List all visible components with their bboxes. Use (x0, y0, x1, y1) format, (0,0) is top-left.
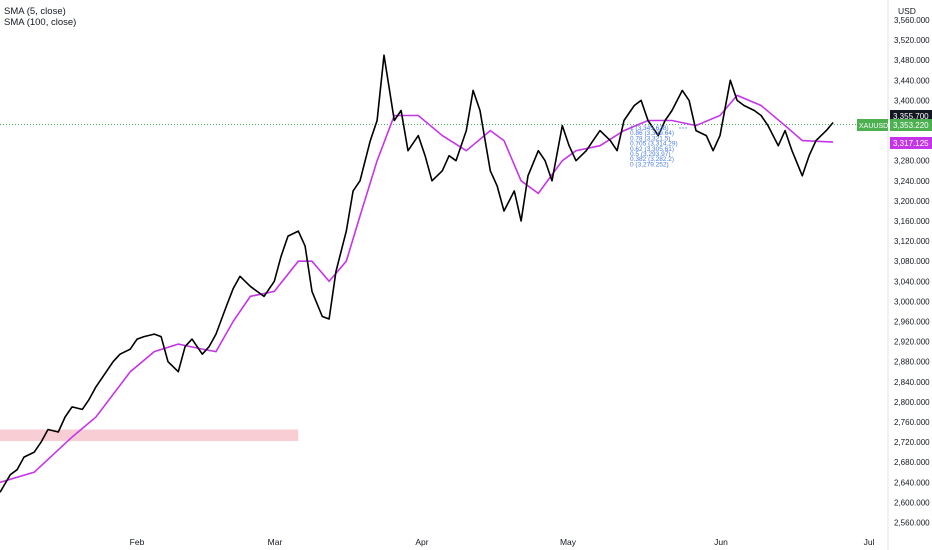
x-axis-tick-label: Jul (864, 537, 875, 547)
legend-sma5[interactable]: SMA (5, close) (4, 6, 66, 17)
symbol-price-tag: 3,353.220 (893, 121, 929, 130)
y-axis-tick-label: 2,680.000 (894, 458, 930, 467)
demand-zone[interactable] (0, 429, 299, 442)
fib-level-label: 0.62 (3,305.61) (630, 146, 674, 153)
y-axis-tick-label: 3,080.000 (894, 257, 930, 266)
y-axis-tick-label: 3,560.000 (894, 16, 930, 25)
y-axis-tick-label: 2,760.000 (894, 418, 930, 427)
y-axis-tick-label: 2,640.000 (894, 478, 930, 487)
x-axis-tick-label: Apr (415, 537, 428, 547)
fib-level-label: 1 (3,345.628) (630, 125, 669, 132)
y-axis-tick-label: 2,920.000 (894, 338, 930, 347)
x-axis-tick-label: Feb (130, 537, 145, 547)
fib-level-label: 0.78 (3,321.5) (630, 135, 670, 142)
y-axis-tick-label: 3,440.000 (894, 76, 930, 85)
y-axis-tick-label: 3,120.000 (894, 237, 930, 246)
y-axis-tick-label: 3,000.000 (894, 297, 930, 306)
y-axis-tick-label: 2,880.000 (894, 358, 930, 367)
y-axis-tick-label: 3,160.000 (894, 217, 930, 226)
fib-level-label: 0.705 (3,314.29) (630, 141, 678, 148)
y-axis-tick-label: 3,240.000 (894, 177, 930, 186)
indicator-legend: SMA (5, close) SMA (100, close) (4, 6, 76, 28)
y-axis-tick-label: 3,280.000 (894, 157, 930, 166)
y-axis-tick-label: 3,400.000 (894, 96, 930, 105)
fib-level-label: 0.5 (3,293.97) (630, 151, 670, 158)
currency-label: USD (898, 6, 916, 16)
price-line[interactable] (0, 54, 834, 493)
x-axis-tick-label: May (560, 537, 577, 547)
fib-level-label: 0.382 (3,282.2) (630, 156, 674, 163)
y-axis-tick-label: 2,600.000 (894, 498, 930, 507)
fib-level-label: 0 (3,279.252) (630, 161, 669, 168)
last-price-tag: 3,355.700 (893, 112, 929, 121)
symbol-tag: XAUUSD (859, 123, 888, 130)
fib-level-label: 0.86 (3,329.64) (630, 130, 674, 137)
y-axis-tick-label: 3,520.000 (894, 36, 930, 45)
x-axis-tick-label: Jun (714, 537, 728, 547)
y-axis-tick-label: 2,960.000 (894, 318, 930, 327)
y-axis-tick-label: 2,720.000 (894, 438, 930, 447)
y-axis-tick-label: 2,840.000 (894, 378, 930, 387)
y-axis-tick-label: 2,800.000 (894, 398, 930, 407)
sma-price-tag: 3,317.125 (893, 139, 929, 148)
sma-price-tag-bg (890, 137, 932, 149)
x-axis-tick-label: Mar (268, 537, 283, 547)
legend-sma100[interactable]: SMA (100, close) (4, 17, 77, 28)
y-axis-tick-label: 2,560.000 (894, 519, 930, 528)
symbol-price-tag-bg (890, 119, 932, 131)
y-axis-tick-label: 3,200.000 (894, 197, 930, 206)
sma-100-line[interactable] (0, 94, 834, 484)
y-axis-tick-label: 3,040.000 (894, 277, 930, 286)
symbol-tag-bg (857, 119, 888, 131)
y-axis-tick-label: 3,480.000 (894, 56, 930, 65)
